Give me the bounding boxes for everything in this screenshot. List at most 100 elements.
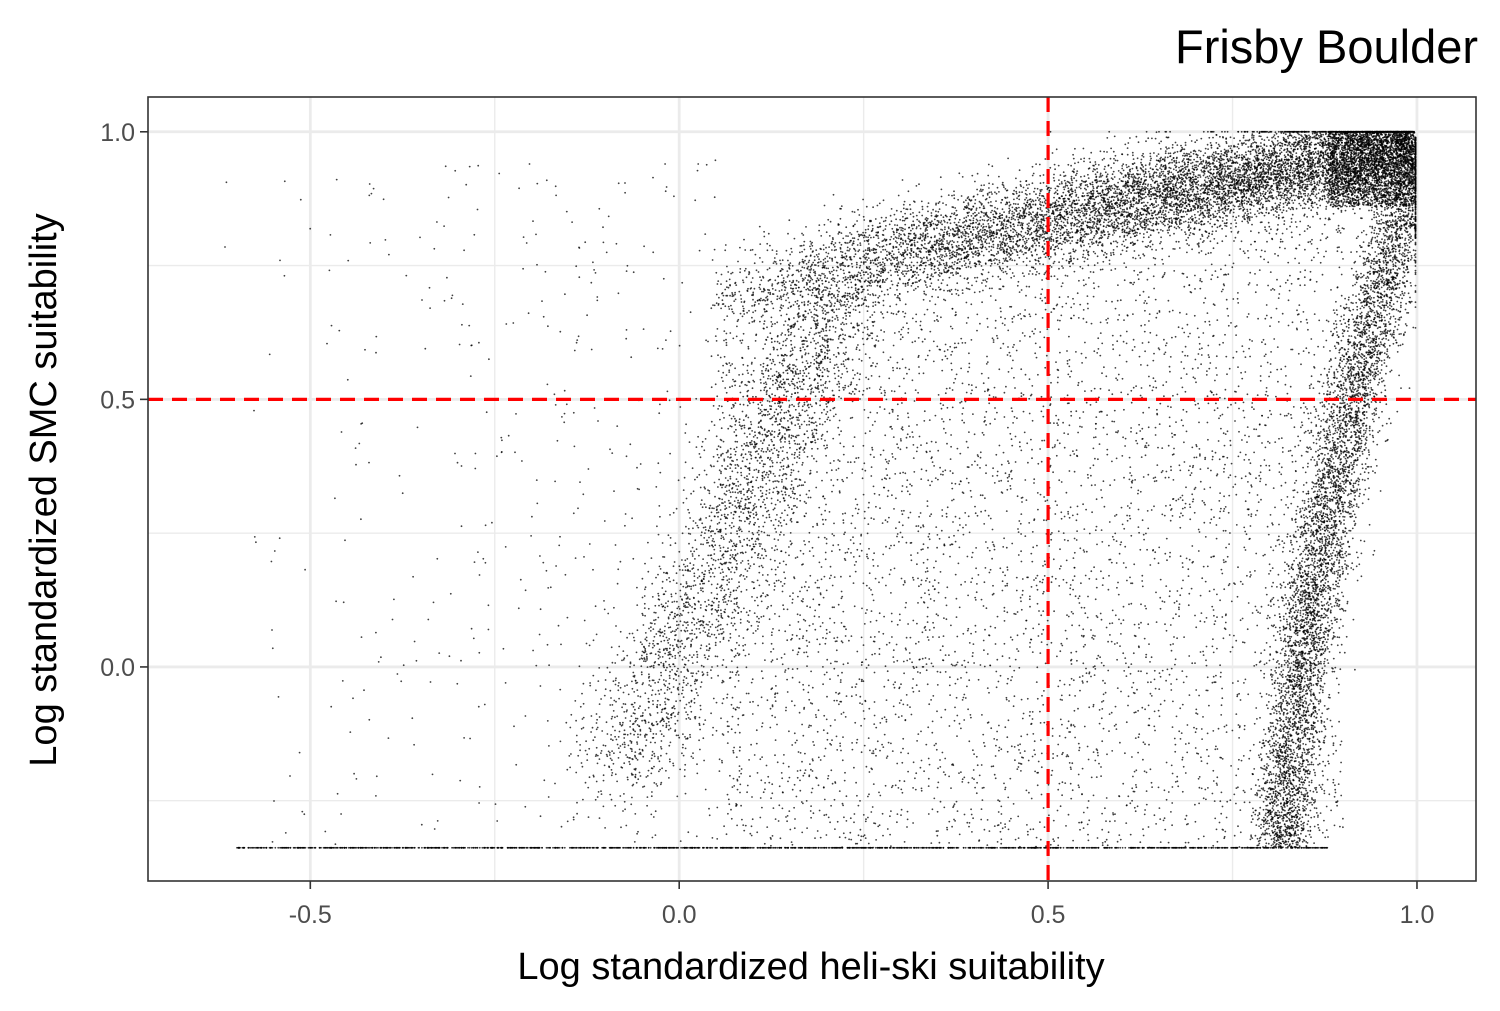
scatter-point — [951, 293, 953, 295]
scatter-point — [1318, 165, 1320, 168]
scatter-point — [1226, 173, 1229, 176]
scatter-point — [1114, 159, 1117, 162]
scatter-point — [1134, 221, 1136, 224]
scatter-point — [1027, 187, 1029, 190]
scatter-point — [845, 255, 848, 257]
scatter-point — [1158, 130, 1160, 133]
scatter-point — [1286, 204, 1288, 207]
scatter-point — [1246, 214, 1248, 217]
scatter-point — [1114, 154, 1117, 157]
scatter-point — [832, 269, 835, 272]
scatter-point — [1234, 219, 1237, 222]
scatter-point — [1199, 209, 1202, 212]
scatter-point — [1280, 151, 1283, 154]
scatter-point — [1262, 195, 1265, 198]
scatter-point — [862, 236, 865, 239]
scatter-point — [1132, 218, 1134, 220]
scatter-point — [730, 304, 732, 307]
scatter-point — [821, 317, 824, 320]
scatter-point — [1031, 273, 1034, 275]
scatter-point — [1071, 240, 1073, 242]
scatter-point — [967, 233, 970, 235]
scatter-point — [1195, 220, 1198, 222]
scatter-point — [1022, 217, 1024, 220]
scatter-point — [1206, 143, 1209, 146]
scatter-point — [976, 172, 979, 175]
scatter-point — [1071, 231, 1074, 234]
scatter-point — [1026, 239, 1028, 242]
scatter-point — [860, 277, 863, 279]
scatter-point — [1115, 229, 1117, 232]
scatter-point — [1145, 176, 1148, 178]
scatter-point — [1110, 147, 1112, 150]
scatter-point — [913, 239, 916, 242]
scatter-point — [848, 249, 850, 252]
scatter-point — [1172, 168, 1175, 171]
scatter-point — [962, 232, 964, 235]
scatter-point — [1084, 210, 1086, 213]
scatter-point — [837, 223, 840, 225]
scatter-point — [975, 253, 977, 256]
scatter-point — [989, 204, 992, 207]
scatter-point — [1175, 227, 1178, 230]
scatter-point — [1067, 230, 1070, 233]
scatter-point — [902, 273, 904, 276]
scatter-point — [1132, 227, 1135, 229]
scatter-point — [961, 231, 964, 234]
scatter-point — [923, 267, 926, 270]
scatter-point — [1182, 154, 1184, 157]
scatter-point — [739, 271, 741, 274]
scatter-point — [1198, 228, 1201, 231]
scatter-point — [1321, 189, 1324, 192]
scatter-point — [990, 254, 993, 256]
scatter-point — [1156, 155, 1158, 157]
scatter-point — [771, 284, 773, 287]
scatter-point — [943, 269, 945, 271]
scatter-point — [1187, 189, 1190, 192]
scatter-point — [902, 258, 905, 261]
scatter-point — [955, 214, 957, 217]
scatter-point — [1270, 191, 1273, 194]
scatter-point — [998, 215, 1001, 218]
scatter-point — [1308, 154, 1310, 157]
scatter-point — [769, 244, 771, 247]
scatter-point — [858, 214, 861, 216]
scatter-point — [849, 278, 851, 281]
scatter-point — [811, 244, 814, 247]
scatter-point — [1113, 221, 1116, 224]
scatter-point — [999, 212, 1001, 215]
scatter-point — [922, 234, 924, 237]
scatter-point — [1024, 192, 1027, 195]
scatter-point — [912, 215, 915, 218]
scatter-point — [1022, 222, 1024, 225]
scatter-point — [1067, 207, 1069, 210]
scatter-point — [763, 308, 766, 311]
scatter-point — [928, 221, 931, 224]
scatter-point — [1091, 216, 1094, 219]
scatter-point — [1106, 173, 1109, 176]
scatter-point — [976, 252, 978, 255]
scatter-point — [1257, 180, 1260, 182]
scatter-point — [1274, 131, 1277, 134]
scatter-point — [1191, 190, 1194, 193]
scatter-point — [1159, 209, 1161, 212]
scatter-point — [1212, 214, 1215, 217]
scatter-point — [1291, 171, 1294, 174]
scatter-point — [963, 228, 966, 231]
scatter-point — [1088, 192, 1090, 194]
scatter-point — [1247, 212, 1250, 215]
scatter-point — [1243, 214, 1246, 217]
scatter-point — [1317, 134, 1320, 137]
scatter-point — [932, 208, 934, 211]
scatter-point — [1106, 214, 1108, 217]
scatter-point — [1325, 163, 1328, 166]
scatter-point — [1027, 225, 1030, 227]
scatter-point — [933, 268, 936, 271]
scatter-point — [965, 266, 968, 269]
scatter-point — [996, 207, 999, 210]
scatter-point — [781, 274, 783, 276]
scatter-point — [976, 193, 979, 196]
scatter-point — [1055, 148, 1058, 151]
scatter-point — [1339, 150, 1342, 153]
